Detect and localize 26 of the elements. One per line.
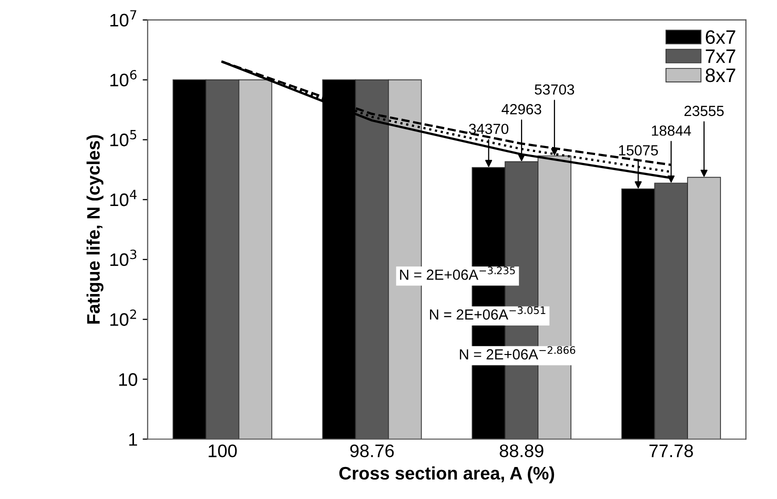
data-label: 15075 [619, 145, 658, 156]
x-tick-label: 98.76 [350, 444, 394, 458]
x-axis-title: Cross section area, A (%) [339, 466, 554, 484]
annotation: N = 2E+06A$^{−3.235}$ [400, 266, 515, 280]
y-tick-label: 10$^{3}$ [110, 250, 136, 266]
y-tick-label: 10 [119, 373, 138, 386]
y-tick-label: 10$^{4}$ [110, 190, 137, 206]
data-label: 18844 [652, 125, 691, 136]
data-label: 53703 [534, 84, 574, 95]
data-label: 42963 [502, 104, 542, 114]
legend-label: 7x7 [706, 49, 736, 63]
annotation: N = 2E+06A$^{−2.866}$ [460, 346, 576, 360]
annotation: N = 2E+06A$^{−3.051}$ [430, 306, 546, 320]
legend-label: 6x7 [706, 30, 736, 44]
x-tick-label: 88.89 [500, 444, 544, 458]
y-tick-label: 10$^{6}$ [110, 70, 137, 86]
data-label: 34370 [468, 124, 508, 134]
data-label: 23555 [684, 106, 724, 116]
legend-label: 8x7 [706, 68, 736, 82]
y-tick-label: 10$^{5}$ [110, 130, 136, 146]
x-tick-label: 100 [208, 444, 237, 458]
x-tick-label: 77.78 [649, 444, 693, 458]
y-tick-label: 10$^{2}$ [110, 309, 136, 326]
y-tick-label: 1 [129, 433, 138, 446]
y-tick-label: 10$^{7}$ [110, 10, 136, 27]
y-axis-title: Fatigue life, N (cycles) [86, 135, 104, 324]
